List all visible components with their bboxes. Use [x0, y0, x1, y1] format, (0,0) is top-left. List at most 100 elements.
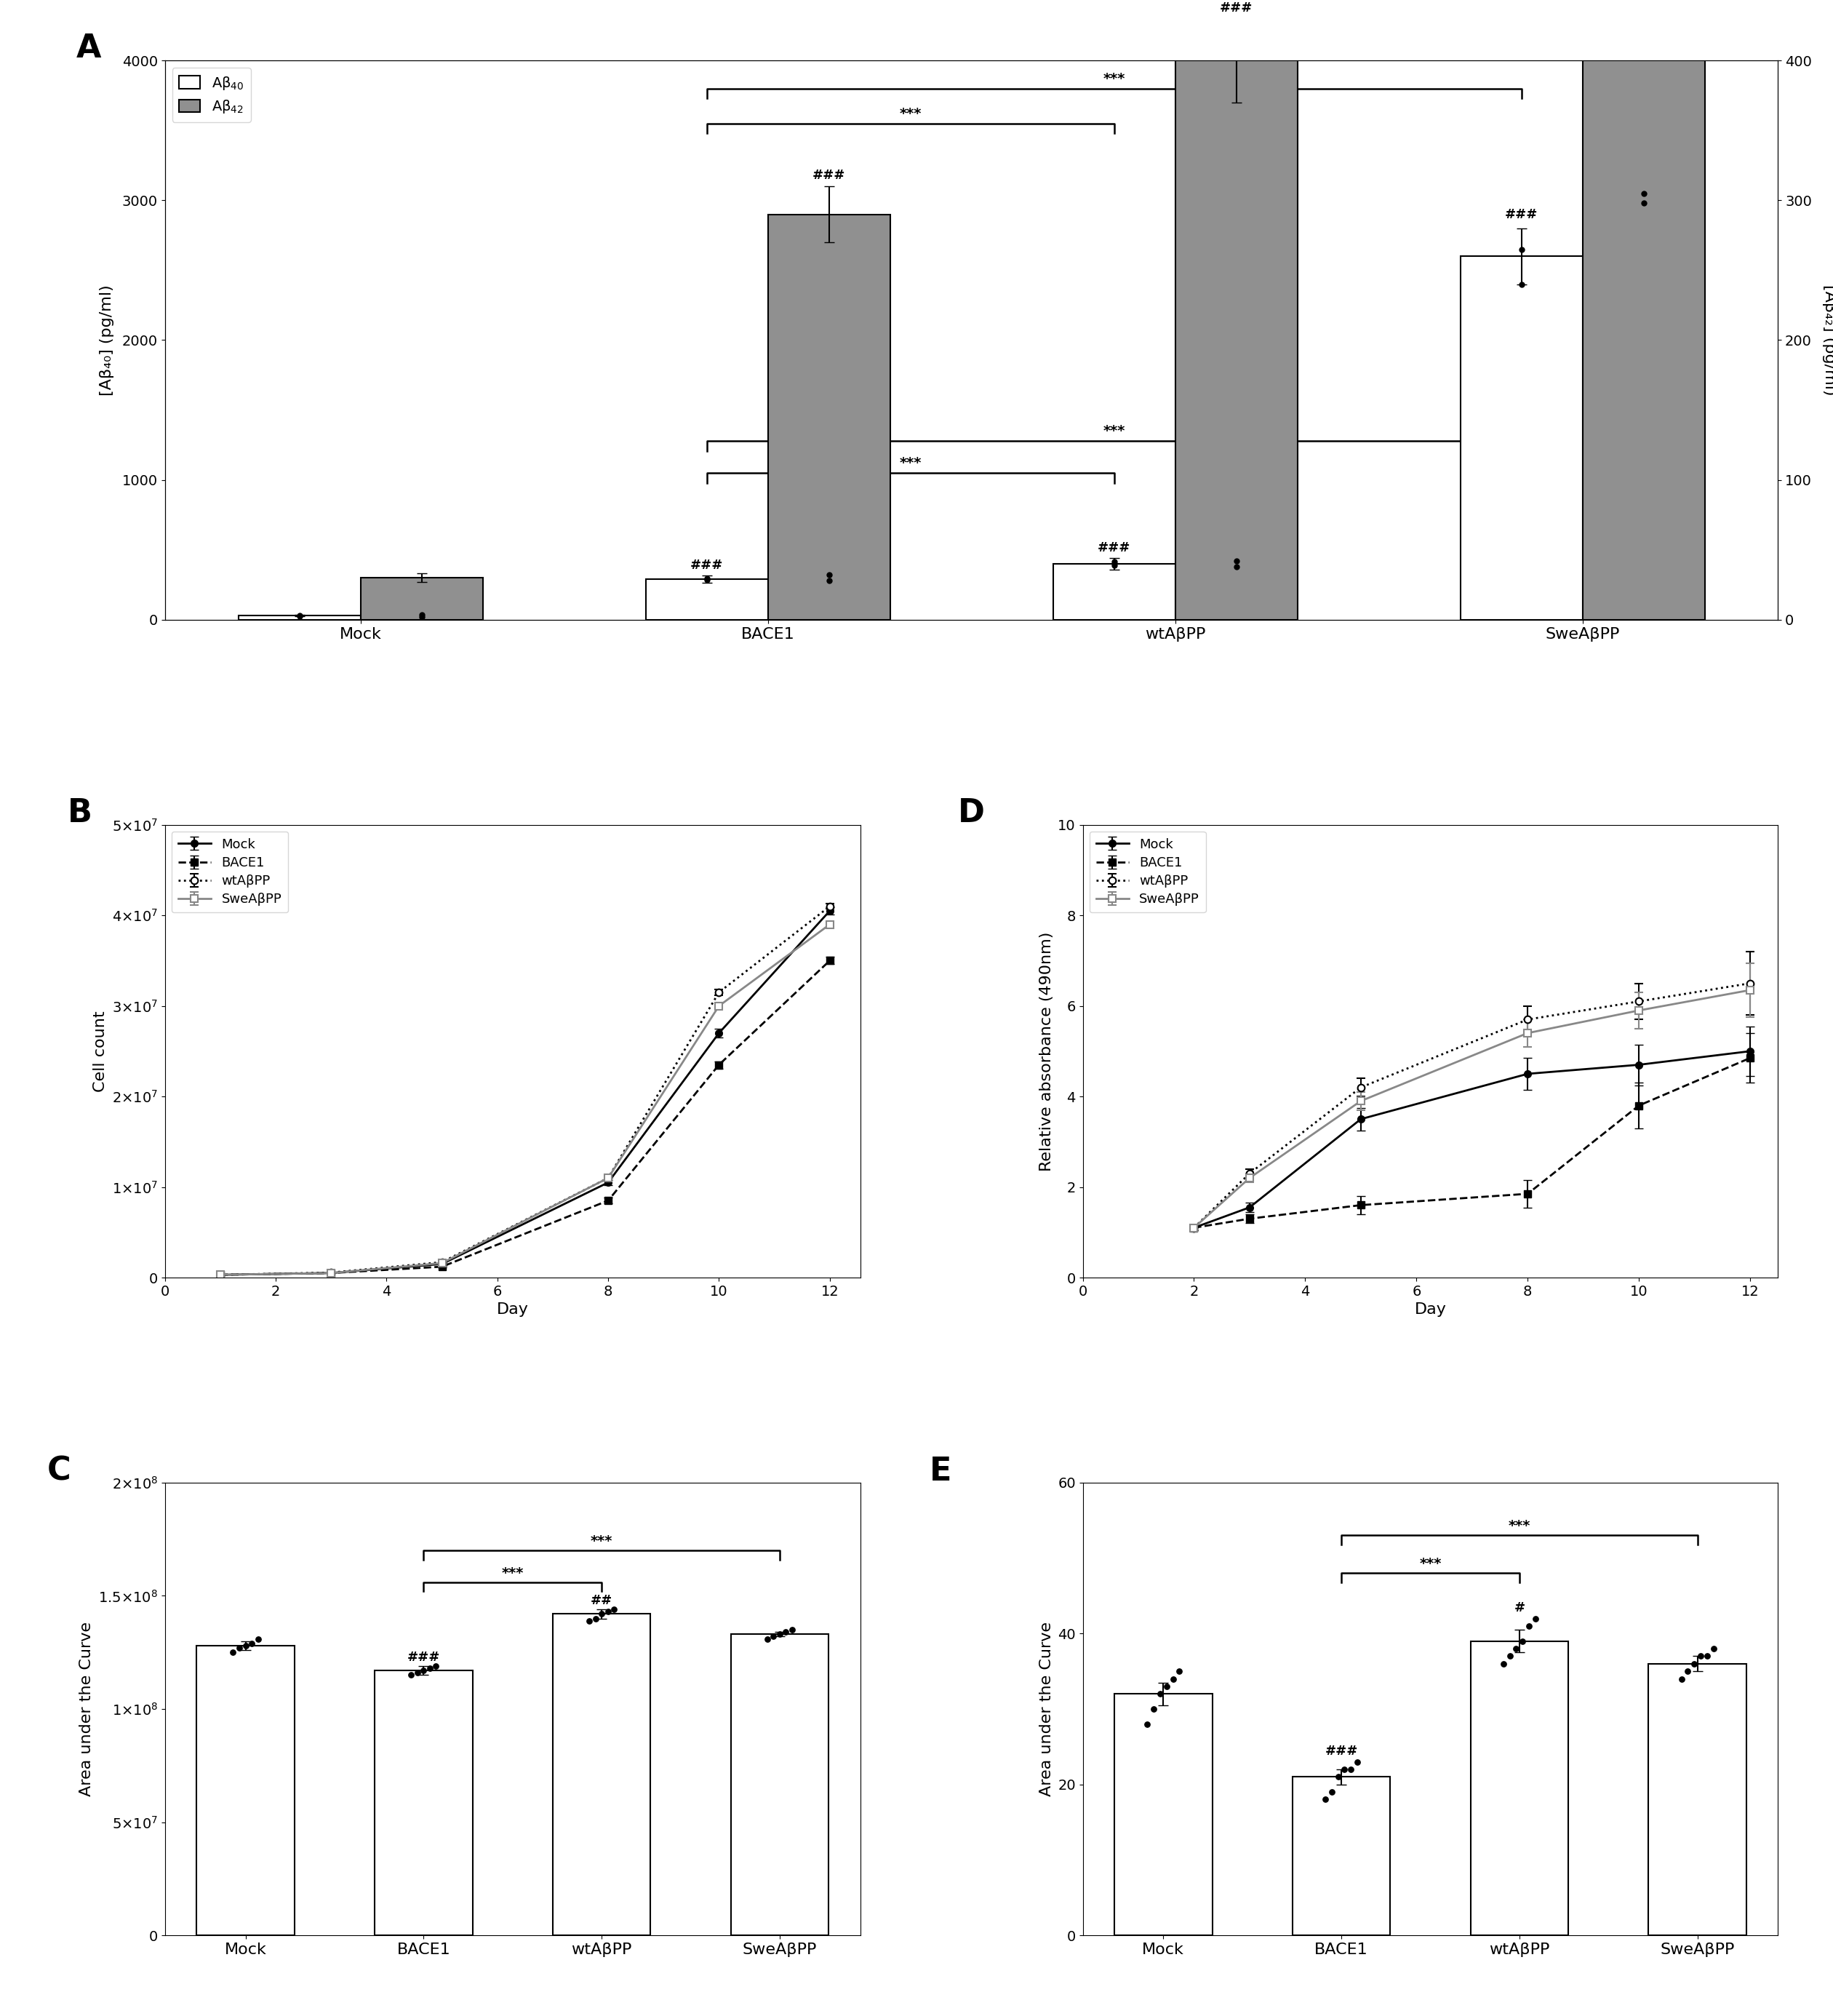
Point — [1100, 546, 1129, 579]
Point — [1151, 1669, 1180, 1702]
Y-axis label: Area under the Curve: Area under the Curve — [1039, 1621, 1054, 1796]
Text: ###: ### — [1219, 2, 1252, 14]
Bar — [1292, 1776, 1389, 1935]
Point — [764, 1619, 794, 1651]
Bar — [361, 579, 482, 619]
Text: C: C — [48, 1456, 71, 1486]
Point — [1692, 1641, 1721, 1673]
Point — [753, 1623, 783, 1655]
Point — [693, 562, 722, 595]
Point — [422, 1649, 451, 1681]
Point — [1521, 1603, 1551, 1635]
Bar — [645, 579, 768, 619]
Text: ***: *** — [1103, 423, 1125, 437]
Legend: Mock, BACE1, wtAβPP, SweAβPP: Mock, BACE1, wtAβPP, SweAβPP — [1089, 831, 1206, 913]
Text: #: # — [1514, 1601, 1525, 1615]
Point — [236, 1627, 266, 1659]
Bar — [374, 1671, 473, 1935]
Point — [1666, 1663, 1696, 1695]
Point — [594, 1595, 623, 1627]
Y-axis label: Relative absorbance (490nm): Relative absorbance (490nm) — [1039, 931, 1054, 1171]
Point — [1221, 544, 1250, 577]
Point — [1514, 1611, 1543, 1643]
Text: ***: *** — [590, 1534, 612, 1548]
Text: ***: *** — [900, 107, 922, 121]
Point — [581, 1603, 610, 1635]
Text: E: E — [929, 1456, 951, 1486]
Text: ###: ### — [1325, 1746, 1358, 1758]
Bar — [768, 214, 891, 619]
Point — [1138, 1693, 1168, 1726]
Text: ###: ### — [407, 1651, 440, 1663]
Point — [814, 558, 843, 591]
Point — [772, 1617, 801, 1649]
Point — [1674, 1655, 1703, 1687]
Text: ***: *** — [1103, 73, 1125, 85]
Bar — [731, 1635, 829, 1935]
Bar — [1582, 0, 1705, 619]
Text: ***: *** — [900, 456, 922, 470]
Bar — [238, 615, 361, 619]
Bar — [1175, 60, 1298, 619]
Point — [1679, 1647, 1708, 1679]
Point — [396, 1659, 425, 1691]
Point — [1100, 548, 1129, 581]
Point — [284, 599, 313, 631]
Bar — [1461, 256, 1582, 619]
Text: D: D — [957, 798, 984, 829]
Point — [587, 1599, 616, 1631]
Y-axis label: Cell count: Cell count — [93, 1010, 108, 1093]
Text: ##: ## — [590, 1595, 612, 1607]
Text: ***: *** — [1509, 1520, 1531, 1534]
Text: ***: *** — [1419, 1556, 1441, 1570]
Bar — [554, 1615, 651, 1935]
Bar — [1052, 564, 1175, 619]
Point — [574, 1605, 603, 1637]
Point — [1164, 1655, 1193, 1687]
Legend: Mock, BACE1, wtAβPP, SweAβPP: Mock, BACE1, wtAβPP, SweAβPP — [172, 831, 288, 913]
Point — [231, 1629, 260, 1661]
Point — [218, 1637, 247, 1669]
Point — [1686, 1641, 1716, 1673]
Point — [1133, 1708, 1162, 1740]
Bar — [196, 1645, 295, 1935]
Bar — [1470, 1641, 1569, 1935]
Legend: Aβ$_{40}$, Aβ$_{42}$: Aβ$_{40}$, Aβ$_{42}$ — [172, 69, 251, 123]
Point — [599, 1593, 629, 1625]
Point — [1146, 1677, 1175, 1710]
Text: B: B — [68, 798, 92, 829]
Point — [777, 1613, 807, 1645]
Point — [1311, 1784, 1340, 1816]
Point — [1221, 550, 1250, 583]
Point — [409, 1655, 438, 1687]
Point — [225, 1631, 255, 1663]
X-axis label: Day: Day — [497, 1302, 528, 1316]
Point — [1318, 1776, 1347, 1808]
Point — [1496, 1641, 1525, 1673]
Y-axis label: Area under the Curve: Area under the Curve — [79, 1621, 93, 1796]
Y-axis label: [Aβ₄₀] (pg/ml): [Aβ₄₀] (pg/ml) — [99, 284, 114, 395]
Text: ###: ### — [691, 558, 724, 571]
Point — [1507, 268, 1536, 300]
Bar — [1648, 1663, 1747, 1935]
X-axis label: Day: Day — [1415, 1302, 1446, 1316]
Text: A: A — [77, 32, 101, 65]
Point — [814, 564, 843, 597]
Point — [1509, 1625, 1538, 1657]
Text: ###: ### — [1098, 540, 1131, 554]
Point — [414, 1653, 444, 1685]
Point — [407, 599, 436, 631]
Y-axis label: [Aβ₄₂] (pg/ml): [Aβ₄₂] (pg/ml) — [1822, 284, 1833, 395]
Point — [1507, 234, 1536, 266]
Point — [1158, 1663, 1188, 1695]
Point — [407, 601, 436, 633]
Point — [1630, 187, 1659, 220]
Point — [1630, 177, 1659, 210]
Point — [1344, 1746, 1373, 1778]
Point — [1488, 1647, 1518, 1679]
Point — [244, 1623, 273, 1655]
Point — [1331, 1754, 1360, 1786]
Text: ###: ### — [1505, 208, 1538, 222]
Bar — [1114, 1693, 1212, 1935]
Point — [693, 564, 722, 597]
